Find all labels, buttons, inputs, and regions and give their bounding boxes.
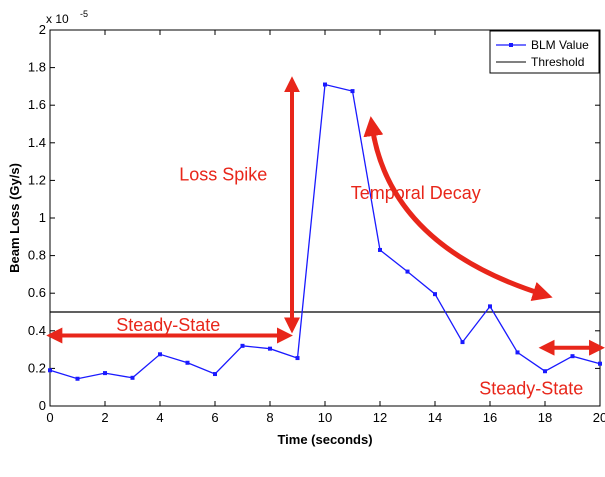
y-exponent-base: x 10 <box>46 12 69 26</box>
x-tick-label-10: 20 <box>593 410 605 425</box>
blm-point-16 <box>488 304 492 309</box>
annotation-loss-spike: Loss Spike <box>179 164 267 184</box>
x-tick-label-0: 0 <box>46 410 53 425</box>
legend-box <box>489 30 600 74</box>
y-tick-label-4: 0.8 <box>28 248 46 263</box>
blm-point-17 <box>515 350 520 355</box>
x-tick-label-5: 10 <box>318 410 332 425</box>
blm-point-11 <box>350 89 355 94</box>
blm-point-0 <box>48 368 52 373</box>
x-tick-label-4: 8 <box>266 410 273 425</box>
blm-point-20 <box>598 361 602 366</box>
axis-ticks: 0 2 4 6 8 10 12 14 16 18 20 0 0.2 0.4 0.6 0.8 1 1.2 1.4 1.6… <box>28 22 605 425</box>
y-tick-label-1: 0.2 <box>28 360 46 375</box>
blm-point-8 <box>268 346 272 351</box>
y-exponent-power: -5 <box>80 9 88 19</box>
blm-point-14 <box>433 292 437 297</box>
x-tick-label-2: 4 <box>156 410 163 425</box>
y-tick-label-0: 0 <box>39 398 46 413</box>
x-tick-label-1: 2 <box>101 410 108 425</box>
x-tick-label-8: 16 <box>483 410 497 425</box>
blm-point-2 <box>103 371 107 376</box>
blm-point-6 <box>213 372 217 377</box>
y-tick-label-8: 1.6 <box>28 97 46 112</box>
x-tick-label-3: 6 <box>211 410 218 425</box>
x-axis-label: Time (seconds) <box>277 432 372 447</box>
y-tick-label-3: 0.6 <box>28 285 46 300</box>
blm-point-12 <box>378 247 382 252</box>
annotation-steady-state-left: Steady-State <box>116 315 220 335</box>
annotation-temporal-decay: Temporal Decay <box>351 183 481 203</box>
legend-blm-marker <box>509 43 513 47</box>
y-tick-label-6: 1.2 <box>28 172 46 187</box>
y-axis-label: Beam Loss (Gy/s) <box>7 163 22 273</box>
annotation-steady-state-right: Steady-State <box>479 379 583 399</box>
annotation-labels: Loss Spike Temporal Decay Steady-State Stea… <box>116 164 583 398</box>
blm-series <box>48 82 602 381</box>
blm-point-4 <box>158 352 162 357</box>
blm-point-19 <box>570 354 575 359</box>
blm-point-9 <box>295 356 300 361</box>
blm-point-7 <box>240 343 245 348</box>
annotation-arrows <box>46 76 605 356</box>
y-tick-label-10: 2 <box>39 22 46 37</box>
y-exponent: x 10 -5 <box>46 9 88 26</box>
blm-point-18 <box>543 369 547 374</box>
legend: BLM Value Threshold <box>489 30 600 74</box>
blm-point-13 <box>405 269 410 274</box>
legend-threshold-label: Threshold <box>531 55 584 69</box>
blm-point-3 <box>130 375 135 380</box>
x-tick-label-9: 18 <box>538 410 552 425</box>
y-tick-label-7: 1.4 <box>28 135 46 150</box>
blm-point-5 <box>185 360 190 365</box>
y-tick-label-5: 1 <box>39 210 46 225</box>
blm-point-1 <box>75 376 80 381</box>
x-tick-label-6: 12 <box>373 410 387 425</box>
blm-point-15 <box>460 340 465 345</box>
blm-point-10 <box>323 82 327 87</box>
legend-blm-label: BLM Value <box>531 38 589 52</box>
x-tick-label-7: 14 <box>428 410 442 425</box>
y-tick-label-2: 0.4 <box>28 323 46 338</box>
y-tick-label-9: 1.8 <box>28 60 46 75</box>
arrow-temporal-decay <box>363 116 553 302</box>
